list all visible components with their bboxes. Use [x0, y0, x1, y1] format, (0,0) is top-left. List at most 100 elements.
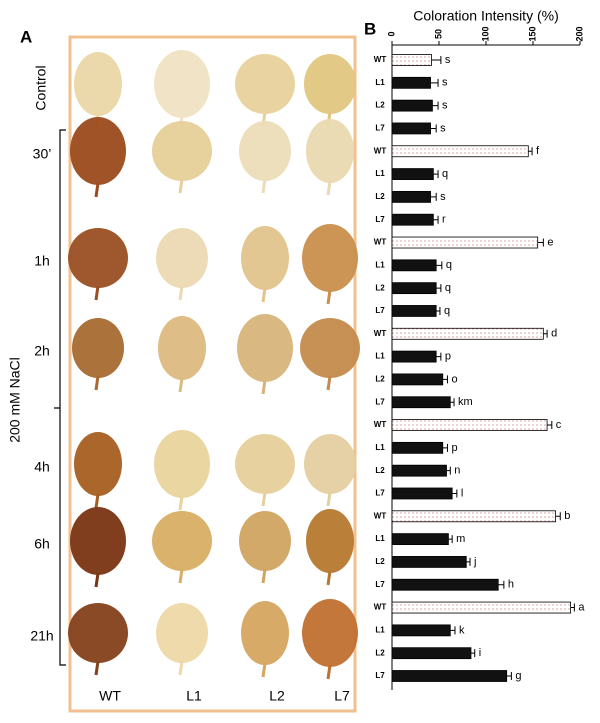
- significance-letter: m: [456, 533, 465, 545]
- row-label: 21h: [30, 628, 53, 644]
- y-tick-label: L1: [375, 169, 385, 178]
- row-label: 1h: [34, 253, 50, 269]
- bar: [391, 624, 451, 637]
- y-tick-label: L7: [375, 671, 385, 680]
- bar: [391, 213, 434, 226]
- leaf-stem: [326, 289, 332, 305]
- bar: [391, 647, 472, 660]
- panel-label: B: [364, 19, 376, 38]
- x-tick-label: 50: [433, 29, 443, 39]
- error-bar: [436, 352, 442, 361]
- error-bar: [433, 215, 439, 224]
- error-bar: [450, 626, 456, 635]
- leaf: [300, 318, 360, 378]
- leaf: [235, 54, 295, 114]
- error-bar: [436, 306, 441, 315]
- leaf: [304, 434, 356, 494]
- leaf-stem: [326, 570, 332, 586]
- leaf: [154, 50, 210, 118]
- leaf-stem: [178, 377, 184, 393]
- bar: [391, 556, 467, 568]
- error-bar: [431, 56, 442, 64]
- error-bar: [470, 649, 476, 658]
- bar: [391, 122, 431, 135]
- error-bar: [430, 78, 439, 87]
- bar: [391, 373, 444, 386]
- y-tick-label: L7: [375, 215, 385, 224]
- significance-letter: s: [442, 100, 448, 112]
- bar: [391, 54, 432, 66]
- bar: [391, 533, 449, 546]
- leaf: [306, 119, 354, 183]
- leaf-stem: [261, 662, 267, 678]
- significance-letter: s: [440, 191, 446, 203]
- leaf: [302, 224, 358, 292]
- leaf-stem: [94, 493, 100, 509]
- significance-letter: k: [459, 624, 465, 636]
- bar: [391, 236, 539, 249]
- panel-label: A: [20, 27, 32, 46]
- x-tick-label: 150: [527, 26, 537, 41]
- y-tick-label: L2: [375, 557, 385, 566]
- bar: [391, 601, 572, 614]
- row-label: 4h: [34, 459, 50, 475]
- error-bar: [430, 192, 437, 201]
- error-bar: [436, 284, 442, 293]
- significance-letter: q: [445, 282, 451, 294]
- panel-b: B Coloration Intensity (%) 0 50 100 150 200 W…: [364, 8, 585, 690]
- leaf: [156, 228, 208, 288]
- leaf: [156, 603, 208, 663]
- row-label: Control: [33, 65, 49, 110]
- bar: [391, 464, 447, 477]
- leaf: [235, 434, 295, 494]
- error-bar: [442, 375, 448, 384]
- leaf: [302, 599, 358, 667]
- significance-letter: q: [442, 168, 448, 180]
- bar: [391, 350, 437, 363]
- bar: [391, 327, 544, 340]
- significance-letter: g: [515, 670, 521, 682]
- axis-title: Coloration Intensity (%): [413, 8, 559, 24]
- leaf-stem: [178, 495, 184, 511]
- bar: [391, 168, 434, 180]
- y-tick-label: L1: [375, 78, 385, 87]
- error-bar: [498, 580, 505, 589]
- error-bar: [466, 557, 471, 566]
- error-bar: [555, 512, 561, 521]
- significance-letter: r: [442, 214, 446, 226]
- error-bar: [570, 603, 575, 612]
- significance-letter: f: [536, 145, 540, 157]
- y-tick-label: WT: [374, 329, 387, 338]
- x-tick-label: 100: [480, 26, 490, 41]
- significance-letter: km: [458, 396, 473, 408]
- leaf: [306, 509, 354, 573]
- significance-letter: l: [461, 487, 463, 499]
- bar: [391, 396, 451, 409]
- significance-letter: c: [556, 419, 562, 431]
- significance-letter: i: [479, 647, 481, 659]
- leaf: [72, 318, 124, 378]
- y-tick-label: L2: [375, 101, 385, 110]
- error-bar: [537, 238, 544, 247]
- leaf-stem: [94, 375, 100, 391]
- leaf: [241, 601, 289, 665]
- bar: [391, 282, 437, 295]
- error-bar: [547, 421, 553, 430]
- treatment-label: 200 mM NaCl: [7, 357, 23, 443]
- significance-letter: j: [473, 556, 476, 568]
- column-label: L7: [334, 688, 350, 704]
- y-tick-label: WT: [374, 603, 387, 612]
- y-tick-label: L2: [375, 375, 385, 384]
- y-tick-label: L2: [375, 192, 385, 201]
- bracket: [54, 129, 66, 666]
- leaf: [68, 228, 128, 288]
- significance-letter: o: [451, 373, 457, 385]
- y-tick-label: L1: [375, 260, 385, 269]
- row-label: 2h: [34, 343, 50, 359]
- y-tick-label: L2: [375, 466, 385, 475]
- x-tick-label: 200: [574, 26, 584, 41]
- y-tick-label: L1: [375, 352, 385, 361]
- leaf-stem: [326, 180, 332, 196]
- leaf: [158, 316, 206, 380]
